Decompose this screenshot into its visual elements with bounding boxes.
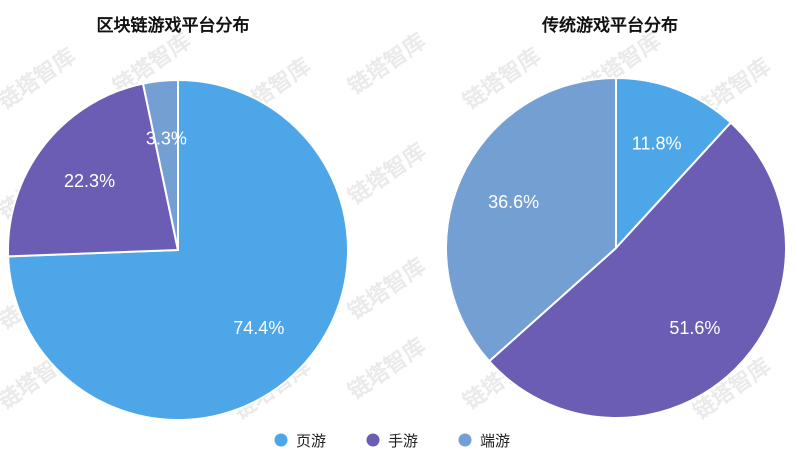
slice-label-0-0: 74.4% [233,318,284,338]
pie-chart-right: 11.8% 51.6% 36.6% [445,76,787,419]
legend-swatch-mobile [366,433,380,447]
slice-label-1-2: 36.6% [488,192,539,212]
slice-label-0-1: 22.3% [64,171,115,191]
legend: 页游 手游 端游 [274,432,510,450]
slice-label-1-0: 11.8% [632,133,682,153]
legend-swatch-web [274,433,288,447]
watermark-text: 链塔智库 [344,333,431,405]
watermark-text: 链塔智库 [344,253,431,325]
watermark-text: 链塔智库 [344,28,431,100]
pie-slice-1-0 [615,76,733,251]
chart-title-right: 传统游戏平台分布 [541,15,678,36]
legend-item-client: 端游 [458,432,510,450]
slice-label-1-1: 51.6% [669,318,720,338]
slice-label-0-2: 3.3% [146,128,187,148]
chart-title-left: 区块链游戏平台分布 [97,15,250,36]
legend-item-web: 页游 [274,432,326,450]
pie-slice-1-1 [487,121,787,419]
pie-chart-left: 74.4% 22.3% 3.3% [7,78,349,421]
legend-item-mobile: 手游 [366,432,418,450]
watermark-text: 链塔智库 [0,43,81,115]
pie-slice-1-2 [445,76,617,363]
legend-label-web: 页游 [296,432,326,450]
legend-label-mobile: 手游 [388,432,418,450]
legend-label-client: 端游 [480,432,510,450]
pie-slice-0-1 [7,82,180,258]
legend-swatch-client [458,433,472,447]
watermark-text: 链塔智库 [344,138,431,210]
pie-slice-0-2 [141,78,179,251]
